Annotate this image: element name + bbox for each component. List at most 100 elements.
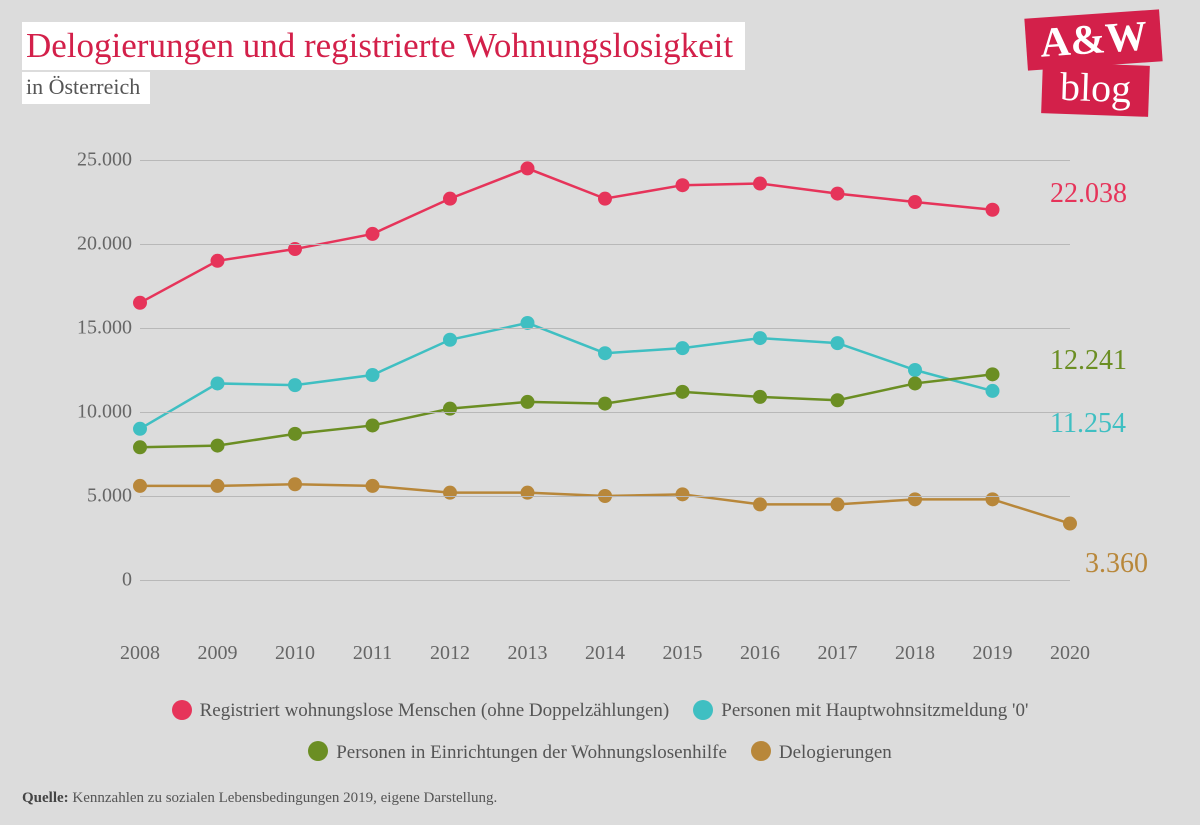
- series-point-delogierungen: [521, 486, 535, 500]
- source-text: Kennzahlen zu sozialen Lebensbedingungen…: [69, 790, 498, 806]
- x-axis-label: 2020: [1050, 642, 1090, 665]
- series-point-einrichtungen: [521, 395, 535, 409]
- legend-label: Delogierungen: [779, 742, 892, 763]
- series-point-registriert: [598, 192, 612, 206]
- series-point-delogierungen: [676, 487, 690, 501]
- series-point-einrichtungen: [288, 427, 302, 441]
- gridline: [140, 580, 1070, 581]
- series-point-hauptwohnsitz: [908, 363, 922, 377]
- end-label-delogierungen: 3.360: [1085, 548, 1148, 580]
- series-point-hauptwohnsitz: [288, 378, 302, 392]
- series-point-delogierungen: [1063, 517, 1077, 531]
- legend-label: Personen mit Hauptwohnsitzmeldung '0': [721, 700, 1028, 721]
- aw-blog-logo: A&W blog: [1020, 12, 1178, 117]
- y-axis-label: 5.000: [50, 485, 132, 508]
- y-axis-label: 25.000: [50, 149, 132, 172]
- series-point-einrichtungen: [211, 439, 225, 453]
- legend-item-einrichtungen: Personen in Einrichtungen der Wohnungslo…: [308, 732, 727, 774]
- series-point-delogierungen: [753, 497, 767, 511]
- x-axis-label: 2018: [895, 642, 935, 665]
- series-point-hauptwohnsitz: [133, 422, 147, 436]
- series-point-registriert: [133, 296, 147, 310]
- chart-subtitle: in Österreich: [22, 72, 150, 104]
- series-point-einrichtungen: [986, 367, 1000, 381]
- y-axis-label: 20.000: [50, 233, 132, 256]
- x-axis-label: 2013: [508, 642, 548, 665]
- x-axis-label: 2011: [353, 642, 392, 665]
- legend-label: Registriert wohnungslose Menschen (ohne …: [200, 700, 670, 721]
- x-axis-label: 2015: [663, 642, 703, 665]
- series-line-registriert: [140, 168, 993, 302]
- legend-dot-icon: [693, 700, 713, 720]
- series-point-registriert: [986, 203, 1000, 217]
- gridline: [140, 244, 1070, 245]
- series-point-hauptwohnsitz: [598, 346, 612, 360]
- x-axis-label: 2008: [120, 642, 160, 665]
- series-point-registriert: [521, 161, 535, 175]
- series-point-einrichtungen: [831, 393, 845, 407]
- end-label-hauptwohnsitz: 11.254: [1050, 408, 1126, 440]
- gridline: [140, 328, 1070, 329]
- series-point-hauptwohnsitz: [676, 341, 690, 355]
- series-point-hauptwohnsitz: [753, 331, 767, 345]
- x-axis-label: 2014: [585, 642, 625, 665]
- legend-dot-icon: [172, 700, 192, 720]
- series-point-hauptwohnsitz: [211, 376, 225, 390]
- x-axis-label: 2017: [818, 642, 858, 665]
- chart-title: Delogierungen und registrierte Wohnungsl…: [22, 22, 745, 70]
- series-point-registriert: [831, 187, 845, 201]
- series-point-registriert: [366, 227, 380, 241]
- gridline: [140, 496, 1070, 497]
- series-point-hauptwohnsitz: [986, 384, 1000, 398]
- series-point-registriert: [211, 254, 225, 268]
- series-point-registriert: [676, 178, 690, 192]
- series-point-delogierungen: [831, 497, 845, 511]
- gridline: [140, 160, 1070, 161]
- gridline: [140, 412, 1070, 413]
- end-label-registriert: 22.038: [1050, 178, 1127, 210]
- source-label: Quelle:: [22, 790, 69, 806]
- x-axis-label: 2012: [430, 642, 470, 665]
- series-point-delogierungen: [986, 492, 1000, 506]
- legend-item-registriert: Registriert wohnungslose Menschen (ohne …: [172, 690, 670, 732]
- series-point-einrichtungen: [598, 397, 612, 411]
- series-point-registriert: [908, 195, 922, 209]
- logo-bottom: blog: [1041, 62, 1150, 117]
- end-label-einrichtungen: 12.241: [1050, 345, 1127, 377]
- y-axis-label: 15.000: [50, 317, 132, 340]
- legend-dot-icon: [308, 741, 328, 761]
- line-chart: 05.00010.00015.00020.00025.0002008200920…: [50, 150, 1150, 630]
- series-point-delogierungen: [288, 477, 302, 491]
- source-line: Quelle: Kennzahlen zu sozialen Lebensbed…: [22, 790, 497, 807]
- series-point-hauptwohnsitz: [443, 333, 457, 347]
- legend-item-hauptwohnsitz: Personen mit Hauptwohnsitzmeldung '0': [693, 690, 1028, 732]
- legend-row: Personen in Einrichtungen der Wohnungslo…: [0, 732, 1200, 774]
- legend-row: Registriert wohnungslose Menschen (ohne …: [0, 690, 1200, 732]
- series-point-registriert: [443, 192, 457, 206]
- x-axis-label: 2009: [198, 642, 238, 665]
- y-axis-label: 10.000: [50, 401, 132, 424]
- series-point-einrichtungen: [133, 440, 147, 454]
- series-point-einrichtungen: [908, 376, 922, 390]
- series-point-einrichtungen: [676, 385, 690, 399]
- series-point-delogierungen: [366, 479, 380, 493]
- chart-svg: [50, 150, 1150, 630]
- legend-item-delogierungen: Delogierungen: [751, 732, 892, 774]
- series-point-einrichtungen: [443, 402, 457, 416]
- legend: Registriert wohnungslose Menschen (ohne …: [0, 690, 1200, 774]
- y-axis-label: 0: [50, 569, 132, 592]
- series-point-einrichtungen: [753, 390, 767, 404]
- legend-label: Personen in Einrichtungen der Wohnungslo…: [336, 742, 727, 763]
- series-point-delogierungen: [443, 486, 457, 500]
- series-point-delogierungen: [211, 479, 225, 493]
- title-block: Delogierungen und registrierte Wohnungsl…: [22, 22, 745, 104]
- series-point-delogierungen: [908, 492, 922, 506]
- series-point-registriert: [753, 177, 767, 191]
- x-axis-label: 2019: [973, 642, 1013, 665]
- series-point-hauptwohnsitz: [366, 368, 380, 382]
- x-axis-label: 2010: [275, 642, 315, 665]
- series-point-delogierungen: [133, 479, 147, 493]
- x-axis-label: 2016: [740, 642, 780, 665]
- legend-dot-icon: [751, 741, 771, 761]
- series-point-hauptwohnsitz: [831, 336, 845, 350]
